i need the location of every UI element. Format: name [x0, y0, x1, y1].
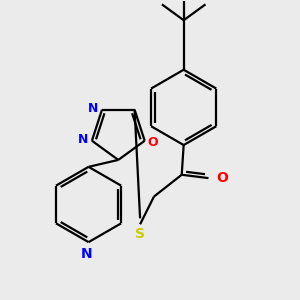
Text: N: N	[88, 102, 98, 115]
Text: O: O	[216, 171, 228, 185]
Text: O: O	[148, 136, 158, 149]
Text: N: N	[81, 247, 92, 261]
Text: N: N	[78, 133, 88, 146]
Text: S: S	[135, 227, 145, 241]
